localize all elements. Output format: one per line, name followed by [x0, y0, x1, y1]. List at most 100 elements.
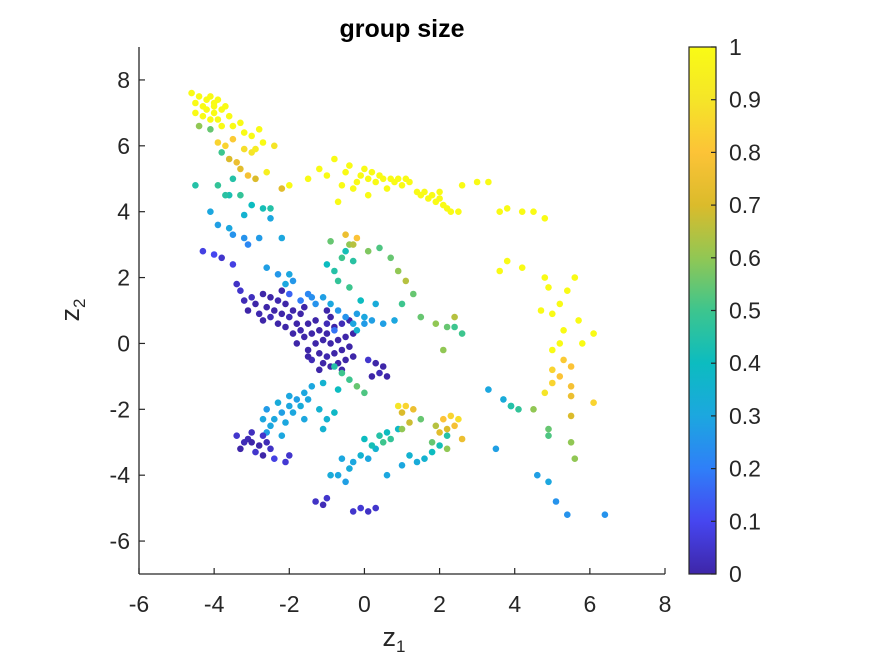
- point-249: [387, 435, 395, 443]
- point-90: [293, 340, 301, 347]
- point-340: [436, 195, 443, 202]
- y-axis-label: z2: [55, 299, 89, 322]
- point-148: [383, 373, 391, 380]
- point-170: [394, 267, 402, 275]
- point-119: [349, 353, 357, 360]
- point-62: [210, 251, 218, 258]
- point-236: [349, 458, 357, 466]
- point-35: [252, 175, 259, 183]
- y-tick-label: 2: [117, 265, 130, 291]
- point-174: [417, 313, 425, 321]
- point-259: [421, 455, 428, 463]
- point-153: [357, 297, 365, 304]
- y-tick-label: 0: [117, 330, 130, 356]
- point-56: [240, 234, 248, 242]
- point-267: [436, 429, 443, 436]
- point-260: [428, 448, 436, 456]
- point-32: [233, 159, 240, 166]
- point-167: [364, 247, 372, 255]
- point-145: [376, 369, 383, 377]
- point-228: [323, 494, 331, 502]
- point-199: [289, 409, 297, 416]
- point-198: [282, 419, 289, 426]
- point-160: [334, 277, 342, 285]
- point-309: [590, 330, 597, 337]
- point-39: [195, 122, 203, 130]
- point-232: [372, 504, 380, 512]
- point-11: [199, 112, 207, 120]
- point-278: [507, 402, 515, 410]
- point-287: [545, 432, 552, 440]
- point-68: [289, 277, 297, 285]
- point-290: [567, 412, 575, 420]
- point-275: [492, 445, 500, 453]
- point-91: [297, 327, 304, 334]
- point-230: [357, 504, 365, 512]
- colorbar-tick-label: 0.5: [729, 298, 761, 324]
- point-210: [319, 425, 327, 433]
- point-48: [248, 201, 255, 209]
- point-12: [203, 106, 210, 113]
- x-tick-label: -6: [129, 591, 149, 617]
- point-270: [458, 435, 466, 443]
- x-tick-label: 2: [433, 591, 446, 617]
- point-195: [263, 406, 271, 413]
- point-84: [282, 323, 289, 331]
- point-207: [316, 406, 323, 413]
- point-284: [601, 511, 609, 518]
- y-tick-label: 8: [117, 67, 130, 93]
- point-126: [233, 280, 240, 288]
- point-121: [316, 366, 323, 374]
- colorbar-tick-label: 0.3: [729, 403, 761, 429]
- point-19: [248, 132, 255, 140]
- point-133: [312, 300, 319, 308]
- point-307: [537, 307, 545, 314]
- point-36: [263, 168, 271, 176]
- point-50: [267, 205, 274, 212]
- point-221: [259, 452, 267, 459]
- point-255: [417, 415, 425, 423]
- colorbar-tick-label: 0.8: [729, 139, 761, 165]
- point-261: [436, 442, 443, 449]
- point-289: [571, 455, 579, 463]
- point-103: [319, 336, 327, 344]
- point-272: [443, 445, 451, 453]
- point-149: [361, 313, 368, 321]
- point-152: [391, 317, 398, 324]
- point-120: [327, 313, 334, 321]
- point-276: [500, 396, 507, 403]
- point-253: [394, 402, 402, 410]
- point-350: [503, 205, 511, 212]
- x-tick-label: -4: [204, 591, 225, 617]
- point-288: [567, 439, 575, 446]
- point-204: [301, 415, 308, 423]
- point-321: [361, 165, 368, 173]
- point-345: [436, 188, 443, 196]
- point-137: [342, 313, 349, 321]
- point-226: [312, 498, 319, 505]
- point-333: [406, 178, 413, 186]
- point-304: [556, 300, 564, 308]
- point-343: [447, 208, 455, 215]
- point-5: [207, 93, 214, 100]
- point-197: [274, 399, 282, 407]
- point-327: [383, 185, 391, 192]
- point-311: [286, 182, 293, 189]
- point-135: [327, 300, 334, 308]
- point-27: [229, 135, 237, 143]
- point-322: [364, 175, 372, 183]
- point-77: [263, 303, 271, 311]
- point-17: [237, 119, 244, 127]
- point-116: [346, 343, 353, 351]
- point-188: [319, 379, 327, 387]
- point-38: [278, 185, 286, 192]
- point-141: [308, 294, 316, 301]
- point-224: [282, 458, 289, 466]
- point-330: [394, 175, 402, 183]
- point-241: [383, 471, 391, 479]
- point-125: [259, 317, 267, 324]
- point-348: [485, 178, 492, 186]
- point-101: [316, 327, 323, 334]
- point-209: [331, 409, 338, 416]
- point-295: [560, 356, 567, 364]
